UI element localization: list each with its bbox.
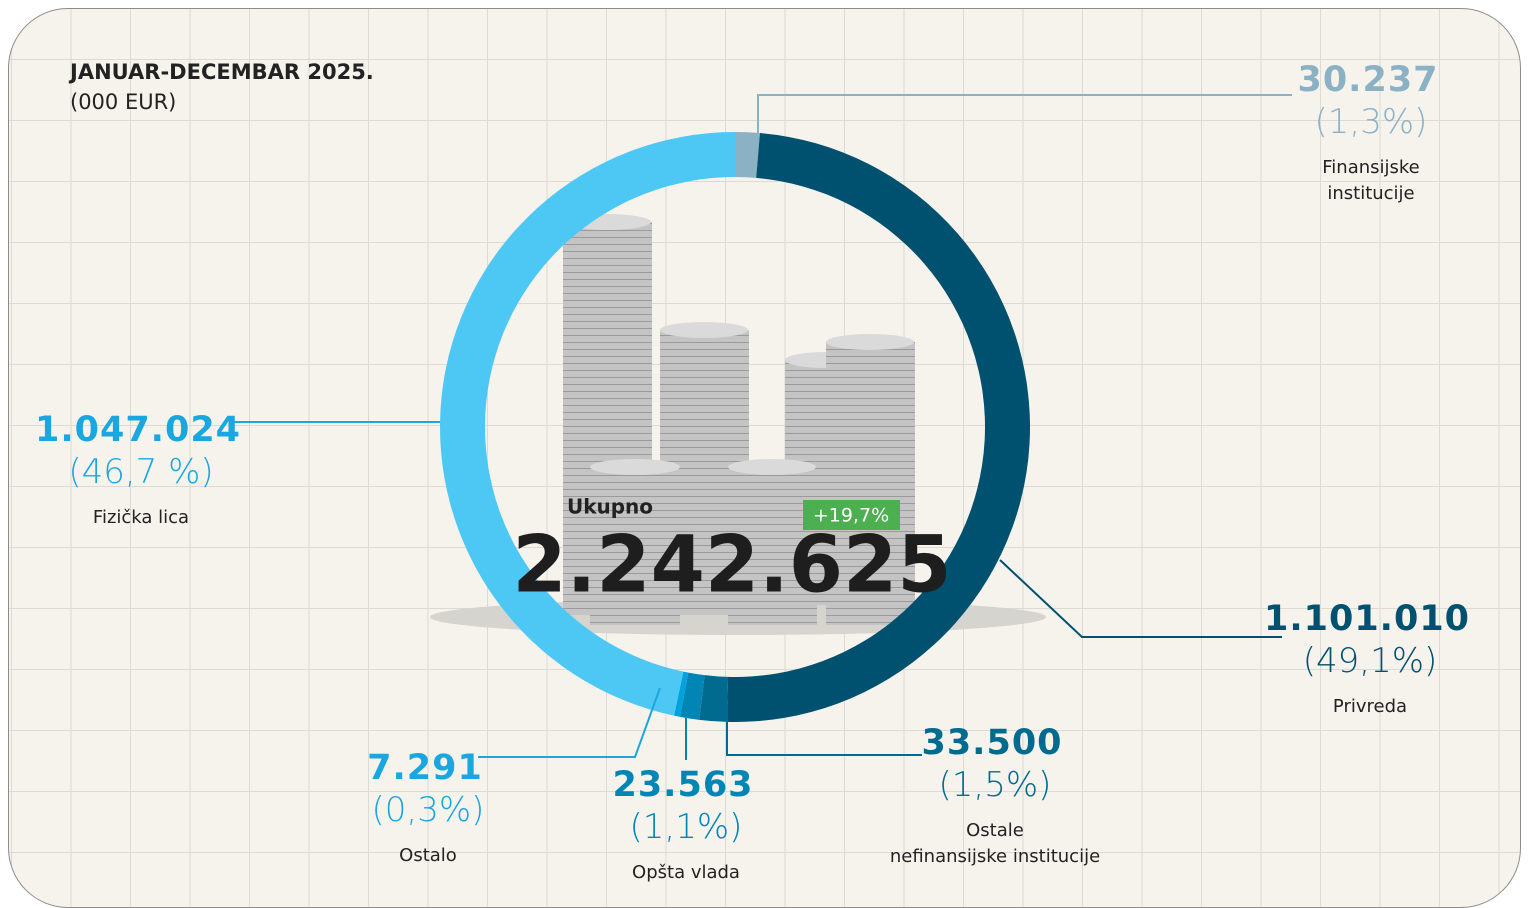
leader-line <box>478 687 661 758</box>
share-label: (46,7 %) <box>68 452 214 492</box>
category-label: Privreda <box>1332 696 1408 717</box>
value-label: 30.237 <box>1297 60 1439 100</box>
share-label: (0,3%) <box>371 790 485 830</box>
share-label: (1,3%) <box>1314 102 1428 142</box>
category-label: Ostalo <box>399 845 457 866</box>
category-label: Fizička lica <box>92 507 190 528</box>
donut-segment <box>679 672 705 720</box>
donut-segment <box>726 133 1031 722</box>
chart-subtitle: (000 EUR) <box>70 90 177 114</box>
value-label: 1.047.024 <box>34 410 242 450</box>
value-label: 33.500 <box>921 723 1063 763</box>
donut-segment <box>674 671 689 717</box>
donut-segment <box>735 132 760 178</box>
change-label: +19,7% <box>813 505 889 527</box>
value-label: 7.291 <box>367 748 483 788</box>
chart-title: JANUAR-DECEMBAR 2025. <box>70 60 374 84</box>
category-label: Finansijske institucije <box>1322 157 1420 204</box>
share-label: (1,1%) <box>629 807 743 847</box>
total-label: 2.242.625 <box>512 520 951 610</box>
coins-illustration <box>430 214 1046 635</box>
donut-segment <box>699 675 729 722</box>
category-label: Opšta vlada <box>632 862 740 883</box>
share-label: (49,1%) <box>1302 641 1438 681</box>
donut-segment <box>439 132 735 716</box>
share-label: (1,5%) <box>938 765 1052 805</box>
category-label: Ostale nefinansijske institucije <box>889 820 1101 867</box>
value-label: 1.101.010 <box>1263 599 1471 639</box>
center-title: Ukupno <box>567 495 653 519</box>
leader-line <box>726 705 922 756</box>
leader-line <box>757 94 1292 133</box>
value-label: 23.563 <box>612 765 754 805</box>
change-badge <box>803 500 900 530</box>
leader-line <box>999 559 1282 638</box>
